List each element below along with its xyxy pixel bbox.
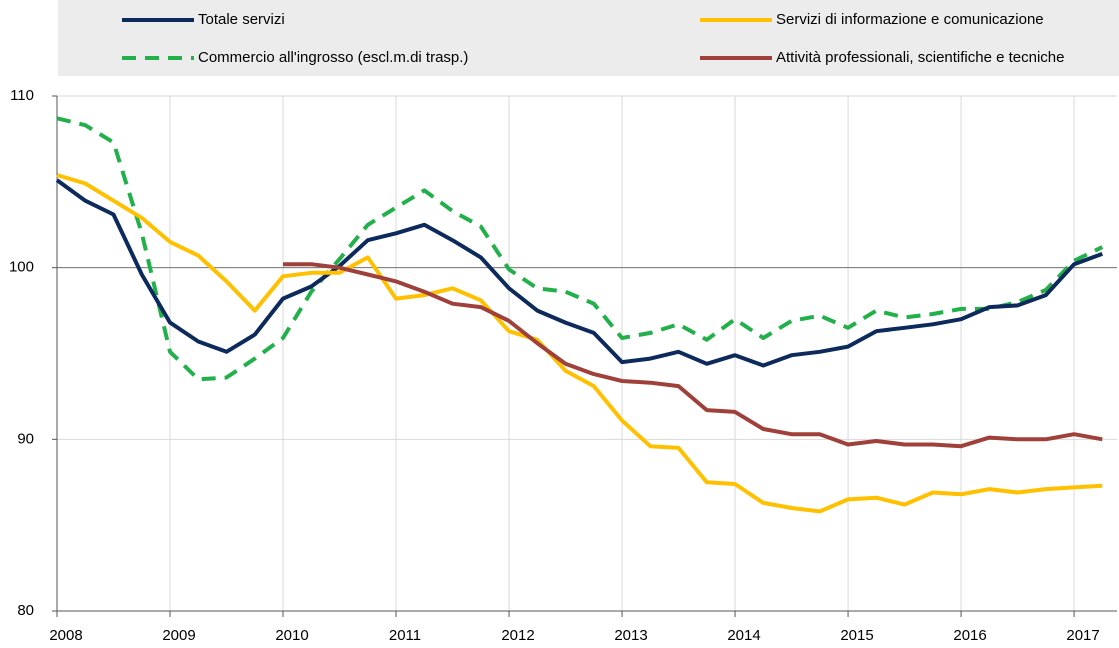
x-tick-label: 2014 bbox=[727, 627, 760, 644]
x-tick-label: 2015 bbox=[840, 627, 873, 644]
x-tick-label: 2011 bbox=[389, 627, 421, 644]
series-line bbox=[56, 116, 1104, 382]
x-tick-label: 2013 bbox=[614, 627, 647, 644]
x-tick-label: 2010 bbox=[275, 627, 308, 644]
y-tick-label: 100 bbox=[9, 259, 34, 276]
x-tick-label: 2012 bbox=[501, 627, 534, 644]
series-line bbox=[283, 262, 1103, 449]
series-line bbox=[56, 173, 1103, 514]
y-tick-label: 90 bbox=[17, 430, 34, 447]
legend-label: Servizi di informazione e comunicazione bbox=[776, 11, 1044, 28]
x-tick-label: 2008 bbox=[49, 627, 82, 644]
legend-label: Attività professionali, scientifiche e t… bbox=[776, 49, 1064, 66]
legend-label: Totale servizi bbox=[198, 11, 285, 28]
x-tick-label: 2016 bbox=[953, 627, 986, 644]
y-tick-label: 80 bbox=[17, 602, 34, 619]
legend-background bbox=[58, 0, 1119, 76]
legend-label: Commercio all'ingrosso (escl.m.di trasp.… bbox=[198, 49, 468, 66]
y-tick-label: 110 bbox=[10, 87, 34, 104]
x-tick-label: 2017 bbox=[1066, 627, 1099, 644]
series-line bbox=[55, 178, 1103, 368]
x-tick-label: 2009 bbox=[162, 627, 195, 644]
